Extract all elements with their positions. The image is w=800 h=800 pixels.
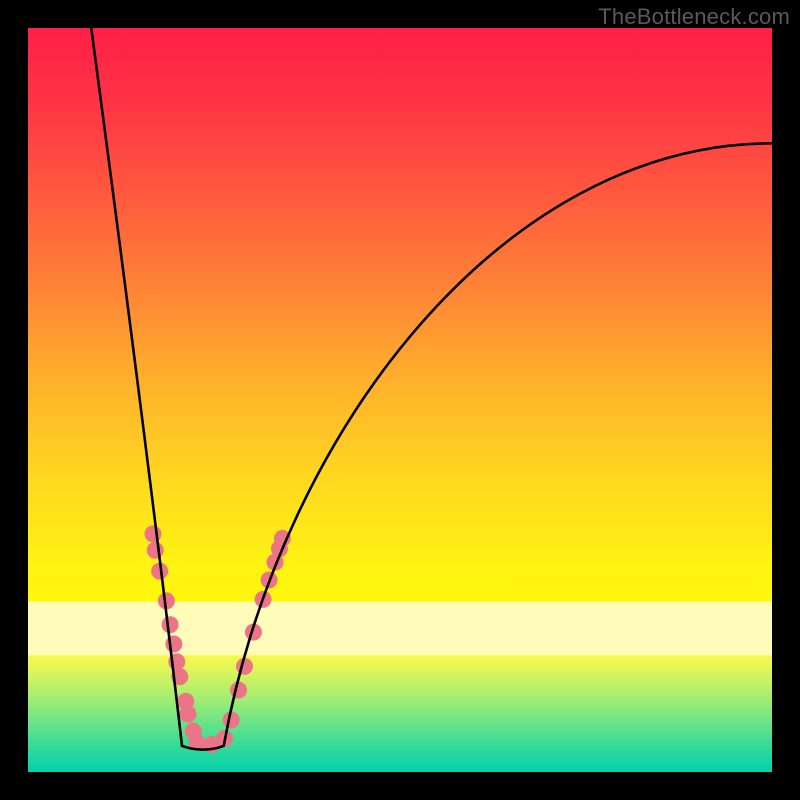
data-point: [162, 616, 179, 633]
data-point: [179, 705, 196, 722]
watermark-label: TheBottleneck.com: [598, 4, 790, 30]
plot-area: [28, 28, 772, 772]
data-point: [144, 525, 161, 542]
data-point: [230, 682, 247, 699]
curve-line: [91, 28, 772, 750]
data-point: [165, 636, 182, 653]
data-points-cluster: [144, 525, 290, 753]
bottleneck-curve: [28, 28, 772, 772]
data-point: [147, 542, 164, 559]
